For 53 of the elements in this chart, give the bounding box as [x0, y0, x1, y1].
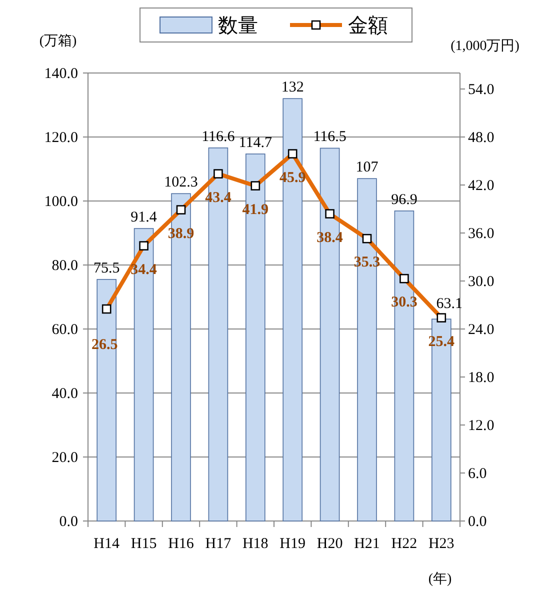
- y2-tick-label: 30.0: [468, 274, 494, 290]
- x-tick-label: H20: [316, 536, 343, 552]
- x-tick-label: H15: [130, 536, 157, 552]
- data-label: 34.4: [130, 262, 158, 278]
- data-label: 116.5: [313, 129, 346, 146]
- data-label: 114.7: [238, 134, 272, 151]
- data-label: 45.9: [279, 170, 306, 186]
- data-label: 91.4: [130, 210, 158, 226]
- data-label: 107: [356, 160, 379, 176]
- x-tick-label: H21: [354, 536, 380, 552]
- x-tick-label: H17: [205, 536, 232, 552]
- y2-axis-title: (1,000万円): [450, 39, 520, 54]
- y-tick-label: 120.0: [44, 130, 78, 146]
- data-label: 26.5: [91, 337, 118, 353]
- y2-tick-label: 24.0: [468, 322, 494, 338]
- y2-tick-label: 48.0: [468, 130, 494, 146]
- y-tick-label: 80.0: [52, 258, 78, 274]
- y2-tick-label: 42.0: [468, 178, 494, 194]
- x-axis-title: (年): [428, 571, 452, 587]
- data-label: 132: [281, 80, 304, 96]
- x-tick-label: H23: [428, 536, 454, 552]
- x-tick-label: H16: [168, 536, 194, 552]
- y2-tick-label: 6.0: [468, 466, 487, 482]
- x-tick-label: H14: [94, 536, 120, 552]
- data-label: 30.3: [391, 294, 418, 311]
- y-tick-label: 40.0: [52, 386, 78, 402]
- data-label: 63.1: [436, 296, 463, 312]
- data-label: 38.4: [316, 230, 344, 246]
- y-tick-label: 60.0: [52, 322, 78, 338]
- x-tick-label: H18: [242, 536, 268, 552]
- data-label: 75.5: [93, 260, 120, 276]
- x-tick-label: H22: [391, 536, 418, 552]
- y2-tick-label: 36.0: [468, 226, 494, 242]
- y-tick-label: 20.0: [52, 450, 78, 466]
- data-label: 43.4: [205, 190, 232, 206]
- y2-tick-label: 54.0: [468, 82, 494, 98]
- legend-label: 金額: [348, 15, 388, 37]
- y-axis-title: (万箱): [39, 33, 77, 49]
- data-label: 96.9: [391, 192, 418, 208]
- y-tick-label: 140.0: [44, 66, 78, 82]
- x-tick-label: H19: [280, 536, 306, 552]
- data-label: 102.3: [164, 174, 198, 191]
- data-label: 38.9: [168, 226, 194, 242]
- data-label: 116.6: [202, 128, 236, 145]
- y2-tick-label: 18.0: [468, 370, 494, 386]
- data-label: 25.4: [428, 334, 456, 350]
- data-label: 41.9: [242, 202, 269, 218]
- legend-label: 数量: [218, 15, 258, 37]
- data-label: 35.3: [354, 254, 380, 271]
- y2-tick-label: 12.0: [468, 418, 494, 434]
- y-tick-label: 0.0: [59, 514, 78, 530]
- y2-tick-label: 0.0: [468, 514, 487, 530]
- y-tick-label: 100.0: [44, 194, 78, 210]
